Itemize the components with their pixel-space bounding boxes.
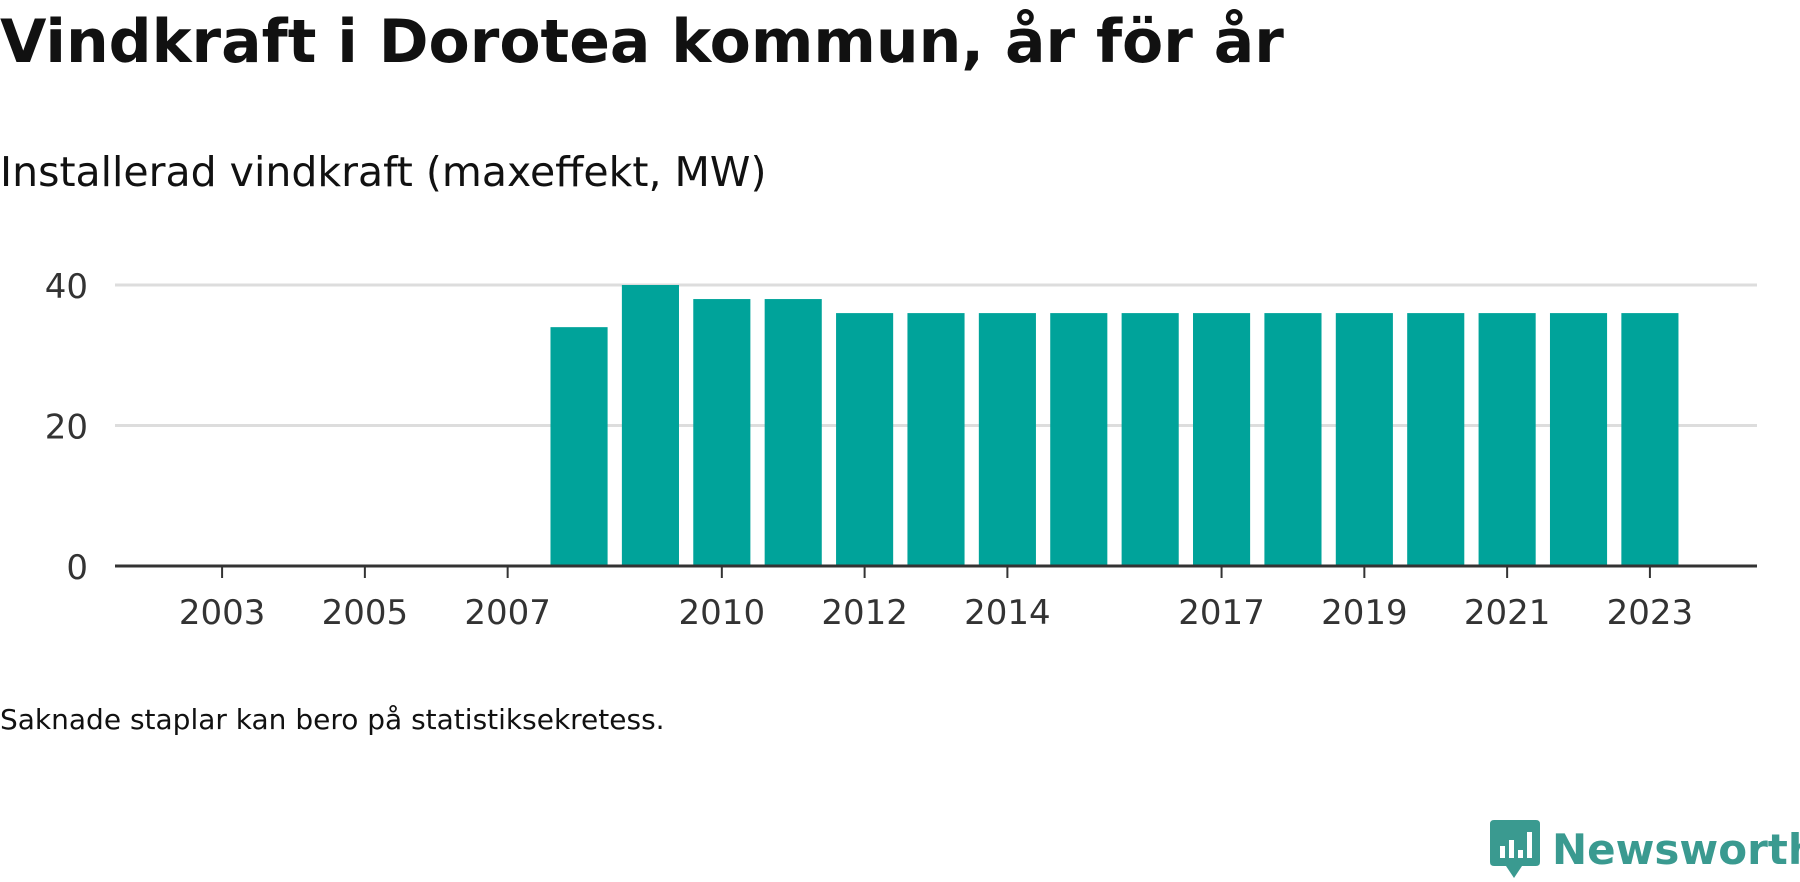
x-tick-label-2007: 2007 [464, 593, 551, 633]
bar-2012 [836, 313, 894, 566]
bar-2021 [1478, 313, 1536, 566]
bar-2008 [550, 327, 608, 566]
x-axis-tick-labels: 2003 2005 2007 2010 2012 2014 2017 2019 2021 2023 [179, 593, 1693, 633]
x-tick-label-2003: 2003 [179, 593, 266, 633]
x-tick-label-2014: 2014 [964, 593, 1051, 633]
bar-2009 [621, 285, 679, 566]
chart-title: Vindkraft i Dorotea kommun, år för år [0, 7, 1284, 77]
bar-2013 [907, 313, 965, 566]
y-tick-label-20: 20 [45, 408, 88, 448]
bar-2010 [693, 299, 751, 566]
chart-subtitle: Installerad vindkraft (maxeffekt, MW) [0, 148, 767, 196]
x-tick-label-2017: 2017 [1178, 593, 1265, 633]
bar-2016 [1121, 313, 1179, 566]
brand-name: Newsworthy [1552, 825, 1800, 874]
y-tick-label-40: 40 [45, 267, 88, 307]
x-tick-label-2023: 2023 [1607, 593, 1694, 633]
bar-2023 [1621, 313, 1679, 566]
brand-logo: Newsworthy [1490, 818, 1800, 882]
x-axis [115, 564, 1757, 578]
x-tick-label-2010: 2010 [679, 593, 766, 633]
x-tick-label-2019: 2019 [1321, 593, 1408, 633]
bar-2014 [978, 313, 1036, 566]
bar-2015 [1050, 313, 1108, 566]
bar-2019 [1335, 313, 1393, 566]
x-tick-label-2005: 2005 [322, 593, 409, 633]
bar-2022 [1549, 313, 1608, 566]
bar-2011 [764, 299, 822, 566]
bar-2018 [1264, 313, 1322, 566]
x-tick-label-2012: 2012 [821, 593, 908, 633]
x-tick-label-2021: 2021 [1464, 593, 1551, 633]
footnote: Saknade staplar kan bero på statistiksek… [0, 703, 665, 736]
bars [550, 285, 1679, 566]
newsworthy-logo-icon [1490, 820, 1540, 878]
bar-2020 [1407, 313, 1465, 566]
y-axis-tick-labels: 0 20 40 [45, 267, 88, 588]
y-tick-label-0: 0 [66, 548, 88, 588]
bar-2017 [1193, 313, 1251, 566]
